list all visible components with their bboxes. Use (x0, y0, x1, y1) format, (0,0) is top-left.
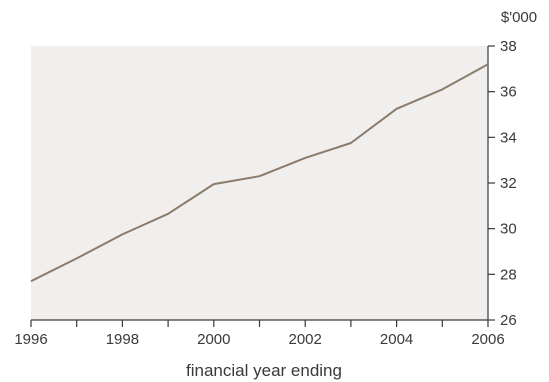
x-tick-label: 2002 (289, 331, 322, 348)
y-tick-label: 28 (500, 266, 517, 283)
x-tick-label: 2000 (197, 331, 230, 348)
y-tick-label: 26 (500, 312, 517, 329)
x-tick-label: 2006 (471, 331, 504, 348)
plot-area (31, 46, 488, 320)
x-axis-title: financial year ending (186, 361, 342, 380)
y-tick-label: 36 (500, 84, 517, 101)
y-tick-label: 34 (500, 129, 517, 146)
x-axis: 1996 1998 2000 2002 2004 2006 (14, 319, 505, 348)
x-tick-label: 1996 (14, 331, 47, 348)
y-axis: 26 28 30 32 34 36 38 (487, 38, 517, 329)
y-axis-unit-label: $'000 (501, 9, 537, 26)
y-tick-label: 38 (500, 38, 517, 55)
series-line (30, 63, 489, 283)
y-tick-label: 32 (500, 175, 517, 192)
y-tick-label: 30 (500, 221, 517, 238)
x-tick-label: 2004 (380, 331, 413, 348)
x-tick-label: 1998 (106, 331, 139, 348)
